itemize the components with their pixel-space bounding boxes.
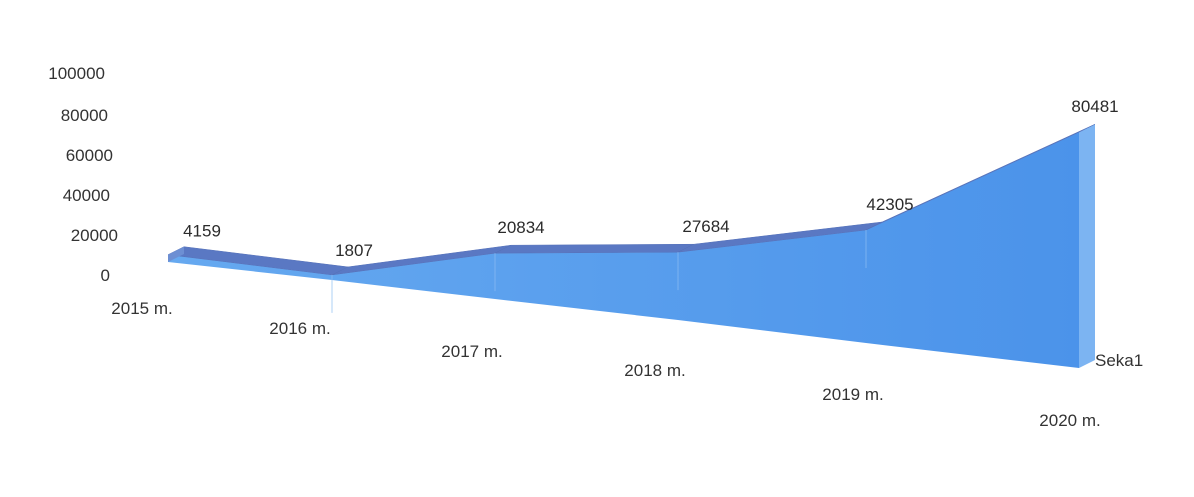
- series-area-seka1: [167, 123, 1096, 368]
- x-tick-label-2016: 2016 m.: [269, 319, 330, 338]
- y-tick-label: 0: [101, 266, 110, 285]
- data-label-2015: 4159: [183, 222, 221, 241]
- area-side-face: [1079, 124, 1095, 368]
- y-tick-label: 20000: [71, 226, 118, 245]
- data-label-2019: 42305: [866, 195, 913, 214]
- data-label-2017: 20834: [497, 218, 544, 237]
- x-tick-label-2019: 2019 m.: [822, 385, 883, 404]
- x-axis: 2015 m. 2016 m. 2017 m. 2018 m. 2019 m. …: [111, 299, 1100, 430]
- y-tick-label: 40000: [63, 186, 110, 205]
- y-axis: 0 20000 40000 60000 80000 100000: [48, 64, 118, 285]
- x-tick-label-2018: 2018 m.: [624, 361, 685, 380]
- data-labels: 4159 1807 20834 27684 42305 80481: [183, 97, 1119, 260]
- area-front-face: [168, 132, 1079, 368]
- area-ridge-lines: [331, 230, 867, 313]
- y-tick-label: 100000: [48, 64, 105, 83]
- data-label-2020: 80481: [1071, 97, 1118, 116]
- y-tick-label: 80000: [61, 106, 108, 125]
- data-label-2016: 1807: [335, 241, 373, 260]
- data-label-2018: 27684: [682, 217, 729, 236]
- area-top-segment: [494, 243, 695, 254]
- series-label-seka1: Seka1: [1095, 351, 1143, 370]
- area-left-cap: [168, 246, 184, 262]
- area-top-segment: [865, 123, 1096, 231]
- x-tick-label-2015: 2015 m.: [111, 299, 172, 318]
- y-tick-label: 60000: [66, 146, 113, 165]
- x-tick-label-2017: 2017 m.: [441, 342, 502, 361]
- x-tick-label-2020: 2020 m.: [1039, 411, 1100, 430]
- area-top-faces: [167, 123, 1096, 276]
